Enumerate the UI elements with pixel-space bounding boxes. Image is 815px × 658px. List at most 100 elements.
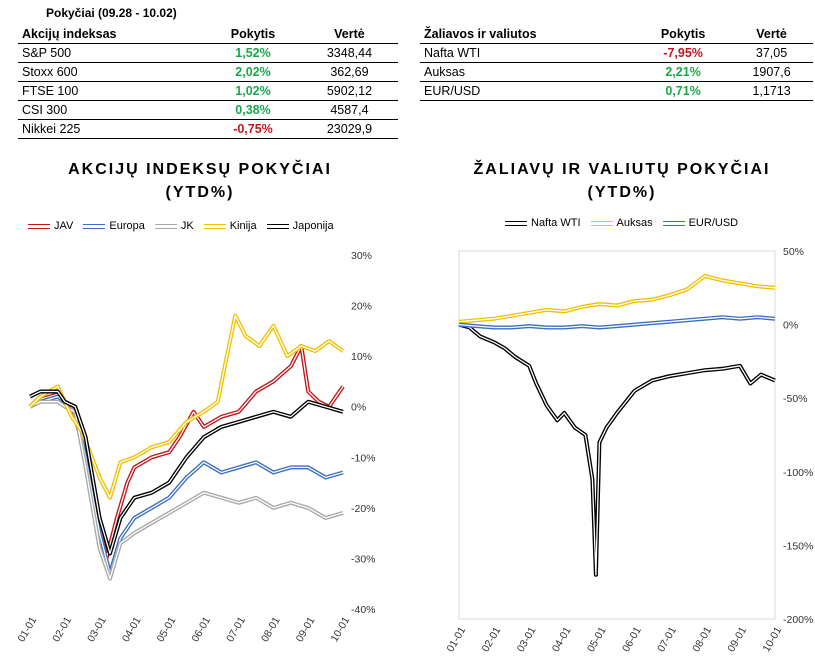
period-title: Pokyčiai (09.28 - 10.02) xyxy=(46,6,177,20)
row-change: 2,02% xyxy=(205,62,301,82)
commodities-series-line-inner xyxy=(458,275,776,323)
legend-swatch xyxy=(28,223,50,229)
commodities-x-tick-label: 08-01 xyxy=(690,625,714,654)
commodities-y-tick-label: 50% xyxy=(783,246,804,258)
row-name: EUR/USD xyxy=(420,81,637,101)
indices-x-tick-label: 09-01 xyxy=(294,615,318,644)
commodities-plot-frame xyxy=(458,250,776,620)
table-row: EUR/USD 0,71% 1,1713 xyxy=(420,81,813,101)
indices-legend-item: JAV xyxy=(28,220,73,232)
indices-x-tick-label: 02-01 xyxy=(50,615,74,644)
row-change: 0,38% xyxy=(205,100,301,120)
indices-legend-item: Kinija xyxy=(203,220,257,232)
commodities-header-name: Žaliavos ir valiutos xyxy=(420,25,637,44)
commodities-y-tick-label: -50% xyxy=(783,393,808,405)
indices-y-tick-label: 10% xyxy=(351,351,372,363)
row-value: 37,05 xyxy=(730,43,813,63)
row-value: 3348,44 xyxy=(300,43,398,63)
indices-series-line xyxy=(29,389,344,556)
legend-indices: JAV Europa JK Kinija Japonija xyxy=(28,220,334,232)
row-change: 0,71% xyxy=(636,81,731,101)
legend-label: EUR/USD xyxy=(688,217,739,229)
indices-x-tick-label: 01-01 xyxy=(15,615,39,644)
indices-y-tick-label: -10% xyxy=(351,452,376,464)
row-change: 1,52% xyxy=(205,43,301,63)
indices-legend-item: JK xyxy=(154,220,194,232)
legend-label: Auksas xyxy=(616,217,653,229)
commodities-series-line xyxy=(458,322,776,577)
table-row: Stoxx 600 2,02% 362,69 xyxy=(18,62,398,82)
indices-y-tick-label: 0% xyxy=(351,402,366,414)
commodities-x-tick-label: 10-01 xyxy=(760,625,784,654)
indices-series-line-inner xyxy=(29,345,344,560)
indices-y-tick-label: 30% xyxy=(351,250,372,262)
indices-legend-item: Europa xyxy=(83,220,145,232)
legend-swatch xyxy=(83,223,106,229)
commodities-y-tick-label: -150% xyxy=(783,540,813,552)
table-row: S&P 500 1,52% 3348,44 xyxy=(18,43,398,63)
commodities-series-line xyxy=(458,274,776,324)
legend-label: Kinija xyxy=(229,220,257,232)
commodities-table: Žaliavos ir valiutos Pokytis Vertė Nafta… xyxy=(420,25,813,101)
indices-table: Akcijų indeksas Pokytis Vertė S&P 500 1,… xyxy=(18,25,398,139)
legend-swatch xyxy=(662,220,685,226)
indices-x-tick-label: 05-01 xyxy=(155,615,179,644)
commodities-legend-item: EUR/USD xyxy=(662,217,739,229)
commodities-y-tick-label: -100% xyxy=(783,467,813,479)
legend-swatch xyxy=(154,223,177,229)
row-name: Nafta WTI xyxy=(420,43,637,63)
indices-y-tick-label: -40% xyxy=(351,604,376,616)
commodities-x-tick-label: 07-01 xyxy=(655,625,679,654)
row-value: 1907,6 xyxy=(730,62,813,82)
indices-series-line-inner xyxy=(29,390,344,555)
row-change: -7,95% xyxy=(636,43,731,63)
legend-swatch xyxy=(505,220,527,226)
commodities-x-tick-label: 05-01 xyxy=(585,625,609,654)
indices-y-tick-label: -30% xyxy=(351,553,376,565)
chart-title-commodities: ŽALIAVŲ IR VALIUTŲ POKYČIAI (YTD%) xyxy=(473,161,771,201)
table-row: Nafta WTI -7,95% 37,05 xyxy=(420,43,813,63)
row-value: 23029,9 xyxy=(300,119,398,139)
legend-swatch xyxy=(590,220,613,226)
indices-x-tick-label: 03-01 xyxy=(85,615,109,644)
row-name: Auksas xyxy=(420,62,637,82)
indices-x-tick-label: 06-01 xyxy=(189,615,213,644)
row-name: CSI 300 xyxy=(18,100,206,120)
indices-series-line xyxy=(28,344,345,561)
commodities-header-change: Pokytis xyxy=(636,25,731,44)
indices-legend-item: Japonija xyxy=(266,220,334,232)
table-row: CSI 300 0,38% 4587,4 xyxy=(18,100,398,120)
row-change: 2,21% xyxy=(636,62,731,82)
row-change: -0,75% xyxy=(205,119,301,139)
commodities-x-tick-label: 06-01 xyxy=(620,625,644,654)
commodities-x-tick-label: 01-01 xyxy=(444,625,468,654)
commodities-series-line-inner xyxy=(458,316,776,329)
indices-x-tick-label: 08-01 xyxy=(259,615,283,644)
commodities-legend-item: Auksas xyxy=(590,217,653,229)
commodities-x-tick-label: 02-01 xyxy=(480,625,504,654)
row-value: 1,1713 xyxy=(730,81,813,101)
indices-header-name: Akcijų indeksas xyxy=(18,25,206,44)
legend-swatch xyxy=(203,223,226,229)
indices-header-change: Pokytis xyxy=(205,25,301,44)
legend-label: Europa xyxy=(109,220,145,232)
table-row: Auksas 2,21% 1907,6 xyxy=(420,62,813,82)
row-value: 4587,4 xyxy=(300,100,398,120)
row-name: FTSE 100 xyxy=(18,81,206,101)
chart-title-indices: AKCIJŲ INDEKSŲ POKYČIAI (YTD%) xyxy=(68,161,332,201)
row-name: Stoxx 600 xyxy=(18,62,206,82)
commodities-y-tick-label: -200% xyxy=(783,614,813,626)
table-row: FTSE 100 1,02% 5902,12 xyxy=(18,81,398,101)
indices-header-value: Vertė xyxy=(300,25,398,44)
indices-x-tick-label: 04-01 xyxy=(120,615,144,644)
legend-label: JAV xyxy=(54,220,74,232)
commodities-x-tick-label: 04-01 xyxy=(550,625,574,654)
indices-x-tick-label: 10-01 xyxy=(328,615,352,644)
commodities-legend-item: Nafta WTI xyxy=(505,217,581,229)
row-name: S&P 500 xyxy=(18,43,206,63)
commodities-header-value: Vertė xyxy=(730,25,813,44)
row-value: 5902,12 xyxy=(300,81,398,101)
legend-label: Nafta WTI xyxy=(531,217,581,229)
indices-series-line-inner xyxy=(29,315,344,499)
